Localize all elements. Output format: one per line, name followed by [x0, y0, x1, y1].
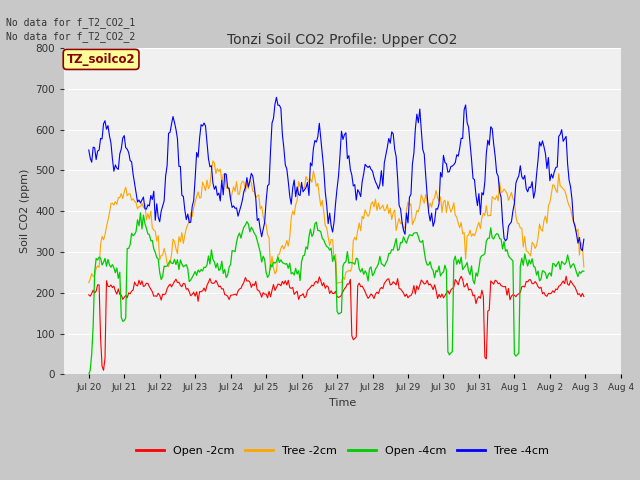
Legend: Open -2cm, Tree -2cm, Open -4cm, Tree -4cm: Open -2cm, Tree -2cm, Open -4cm, Tree -4…	[132, 441, 553, 460]
Y-axis label: Soil CO2 (ppm): Soil CO2 (ppm)	[20, 169, 30, 253]
Text: TZ_soilco2: TZ_soilco2	[67, 53, 136, 66]
X-axis label: Time: Time	[329, 398, 356, 408]
Text: No data for f_T2_CO2_2: No data for f_T2_CO2_2	[6, 31, 136, 42]
Text: No data for f_T2_CO2_1: No data for f_T2_CO2_1	[6, 17, 136, 28]
Title: Tonzi Soil CO2 Profile: Upper CO2: Tonzi Soil CO2 Profile: Upper CO2	[227, 33, 458, 47]
